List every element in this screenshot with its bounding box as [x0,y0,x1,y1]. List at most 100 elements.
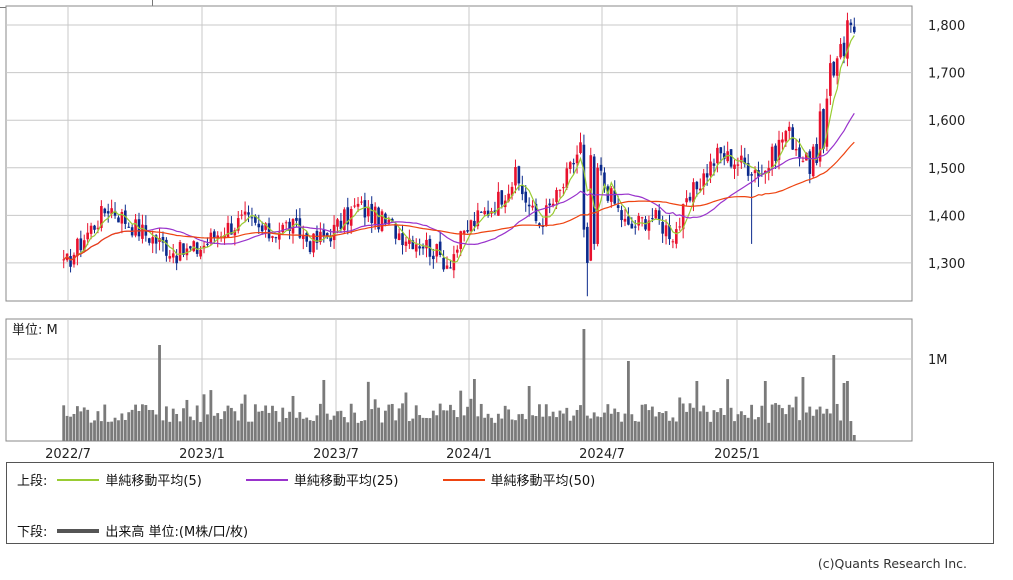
candle-body [100,206,103,228]
volume-bar [110,421,114,441]
candle-body [589,155,593,261]
candle-body [613,190,617,204]
legend-ma25-swatch [245,478,288,481]
volume-bar [722,414,726,441]
volume-bar [69,416,72,441]
candle-body [616,205,620,208]
volume-bar [640,404,644,441]
candle-body [483,210,486,215]
candle-body [459,231,463,249]
volume-bar [705,411,709,441]
candle-body [705,173,709,178]
candle-body [254,216,257,223]
candle-body [86,232,89,240]
volume-bar [647,410,651,441]
volume-bar [141,404,144,441]
volume-bar [668,420,671,441]
volume-bar [236,420,240,441]
candle-body [370,203,374,224]
volume-bar [342,417,346,441]
volume-bar [206,414,209,441]
volume-bar [746,417,750,441]
candle-body [527,204,531,207]
candle-body [555,189,558,203]
volume-bar [356,422,360,441]
volume-bar [212,415,216,441]
legend-ma5-swatch [57,478,100,481]
volume-tick-label: 1M [928,353,948,368]
volume-bar [568,420,572,441]
volume-bar [466,406,469,441]
candle-body [319,231,322,243]
volume-bar [89,422,93,441]
x-tick-label: 2022/7 [45,447,91,460]
volume-bar [229,407,233,441]
volume-bar [510,419,514,441]
volume-bar [835,403,839,441]
volume-bar [767,422,771,441]
volume-bar [702,405,706,441]
volume-bar [770,404,774,441]
volume-bar [503,405,507,441]
candle-body [709,161,712,176]
candle-body [93,225,96,230]
volume-bar [96,411,100,441]
volume-bar [117,420,120,441]
legend-upper-row: 上段: 単純移動平均(5) 単純移動平均(25) 単純移動平均(50) [17,470,629,489]
price-frame [5,5,913,302]
candle-body [394,223,397,239]
volume-bar [99,421,103,441]
candle-body [257,223,261,228]
volume-bar [318,403,322,441]
volume-bar [339,410,343,441]
volume-bar [158,345,161,441]
candle-body [637,216,640,226]
volume-bar [777,404,781,441]
candle-body [510,186,514,196]
candle-body [603,172,606,187]
legend-ma50-swatch [442,478,485,481]
volume-bar [277,421,281,441]
volume-bar [404,392,408,441]
volume-bar [308,420,312,441]
candle-body [743,157,747,165]
candle-body [226,222,230,238]
volume-bar [791,407,795,441]
x-tick-label: 2024/7 [579,447,625,460]
x-tick-label: 2023/1 [179,447,225,460]
volume-bar [438,403,442,441]
volume-bar [616,412,620,441]
candle-body [565,168,569,188]
volume-bar [685,411,689,441]
candle-body [103,208,107,214]
candle-body [390,218,394,222]
candle-body [753,170,757,174]
volume-bar [620,421,623,441]
volume-bar [479,403,483,441]
volume-bar [459,390,463,441]
volume-bar [712,410,716,441]
volume-bar [271,405,274,441]
candle-body [473,220,476,226]
candle-body [233,230,237,236]
volume-bar [671,417,675,441]
volume-bar [774,403,777,441]
legend-ma5-label: 単純移動平均(5) [105,474,202,489]
volume-bar [548,416,552,441]
candle-body [551,203,555,207]
legend-ma25: 単純移動平均(25) [236,470,399,489]
volume-bar [288,411,292,441]
volume-bar [538,404,541,441]
volume-bar [808,406,812,441]
candle-body [72,254,76,265]
volume-bar [431,410,435,441]
candle-body [339,220,343,230]
candle-body [698,188,702,191]
volume-bar [750,404,754,441]
candle-body [243,211,247,215]
candle-body [411,240,415,250]
candle-body [230,223,233,235]
volume-bar [243,394,247,441]
ma-line-5 [63,35,855,264]
legend-lower-row: 下段: 出来高 単位:(M株/口/枚) [17,521,248,540]
